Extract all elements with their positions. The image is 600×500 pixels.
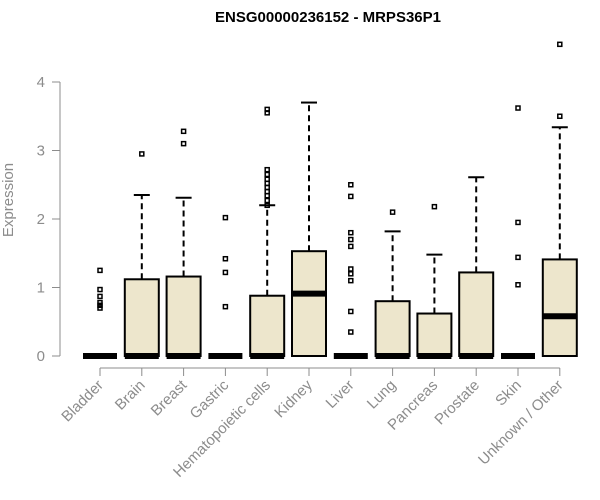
x-tick-label: Bladder xyxy=(58,377,107,426)
y-tick-label: 2 xyxy=(37,211,45,228)
outlier-point xyxy=(97,267,103,274)
y-axis: 0 1 2 3 4 xyxy=(37,74,61,365)
outlier-point xyxy=(557,113,563,119)
outlier-point xyxy=(348,182,354,188)
x-tick-label: Breast xyxy=(148,376,191,419)
box xyxy=(165,275,202,358)
x-tick-label: Liver xyxy=(323,377,358,412)
outlier-point xyxy=(264,192,270,199)
chart-title: ENSG00000236152 - MRPS36P1 xyxy=(215,9,441,26)
plot-area xyxy=(83,41,578,359)
outlier-point xyxy=(264,202,270,209)
outlier-point xyxy=(515,254,521,261)
box-group xyxy=(83,267,117,359)
outlier-point xyxy=(180,128,187,135)
box-group xyxy=(333,182,368,359)
y-tick-label: 0 xyxy=(37,348,45,365)
outlier-point xyxy=(264,166,270,173)
outlier-point xyxy=(222,255,229,262)
outlier-point xyxy=(264,197,270,204)
box-group xyxy=(165,128,202,359)
box-group xyxy=(541,41,578,358)
y-tick-label: 3 xyxy=(37,143,45,160)
outlier-point xyxy=(348,243,354,250)
outlier-point xyxy=(348,266,354,272)
box xyxy=(458,271,495,357)
box xyxy=(123,278,160,357)
box xyxy=(374,300,411,358)
box-group xyxy=(416,203,453,359)
outlier-point xyxy=(222,269,229,276)
outlier-point xyxy=(557,41,563,48)
x-tick-label: Prostate xyxy=(431,377,483,429)
outlier-point xyxy=(348,193,354,200)
outlier-point xyxy=(389,209,396,215)
box xyxy=(249,294,286,357)
box-group xyxy=(458,176,495,359)
x-tick-label: Skin xyxy=(492,377,525,410)
outlier-point xyxy=(222,303,229,310)
box-group xyxy=(123,151,160,359)
box-group xyxy=(291,101,327,358)
outlier-point xyxy=(348,329,354,335)
box xyxy=(416,312,453,357)
outlier-point xyxy=(264,171,270,178)
outlier-point xyxy=(139,151,145,157)
outlier-point xyxy=(431,203,438,210)
x-tick-label: Lung xyxy=(364,377,400,413)
y-tick-label: 1 xyxy=(37,280,45,297)
outlier-point xyxy=(348,236,354,243)
x-tick-label: Kidney xyxy=(271,376,316,421)
outlier-point xyxy=(515,282,521,288)
outlier-point xyxy=(97,305,103,311)
outlier-point xyxy=(348,271,354,277)
box xyxy=(291,250,327,358)
y-tick-label: 4 xyxy=(37,74,45,91)
outlier-point xyxy=(180,140,187,147)
box-group xyxy=(374,209,411,359)
outlier-point xyxy=(264,110,270,116)
outlier-point xyxy=(348,229,354,236)
box-group xyxy=(208,214,243,359)
y-axis-label: Expression xyxy=(0,163,17,237)
outlier-point xyxy=(348,277,354,284)
outlier-point xyxy=(222,214,229,221)
box xyxy=(541,258,578,358)
outlier-point xyxy=(515,105,521,111)
box-group xyxy=(501,105,535,359)
outlier-point xyxy=(97,293,103,300)
outlier-point xyxy=(97,286,103,293)
x-tick-label: Brain xyxy=(112,377,149,414)
outlier-point xyxy=(348,308,354,315)
box-group xyxy=(249,106,286,359)
outlier-point xyxy=(515,219,521,226)
